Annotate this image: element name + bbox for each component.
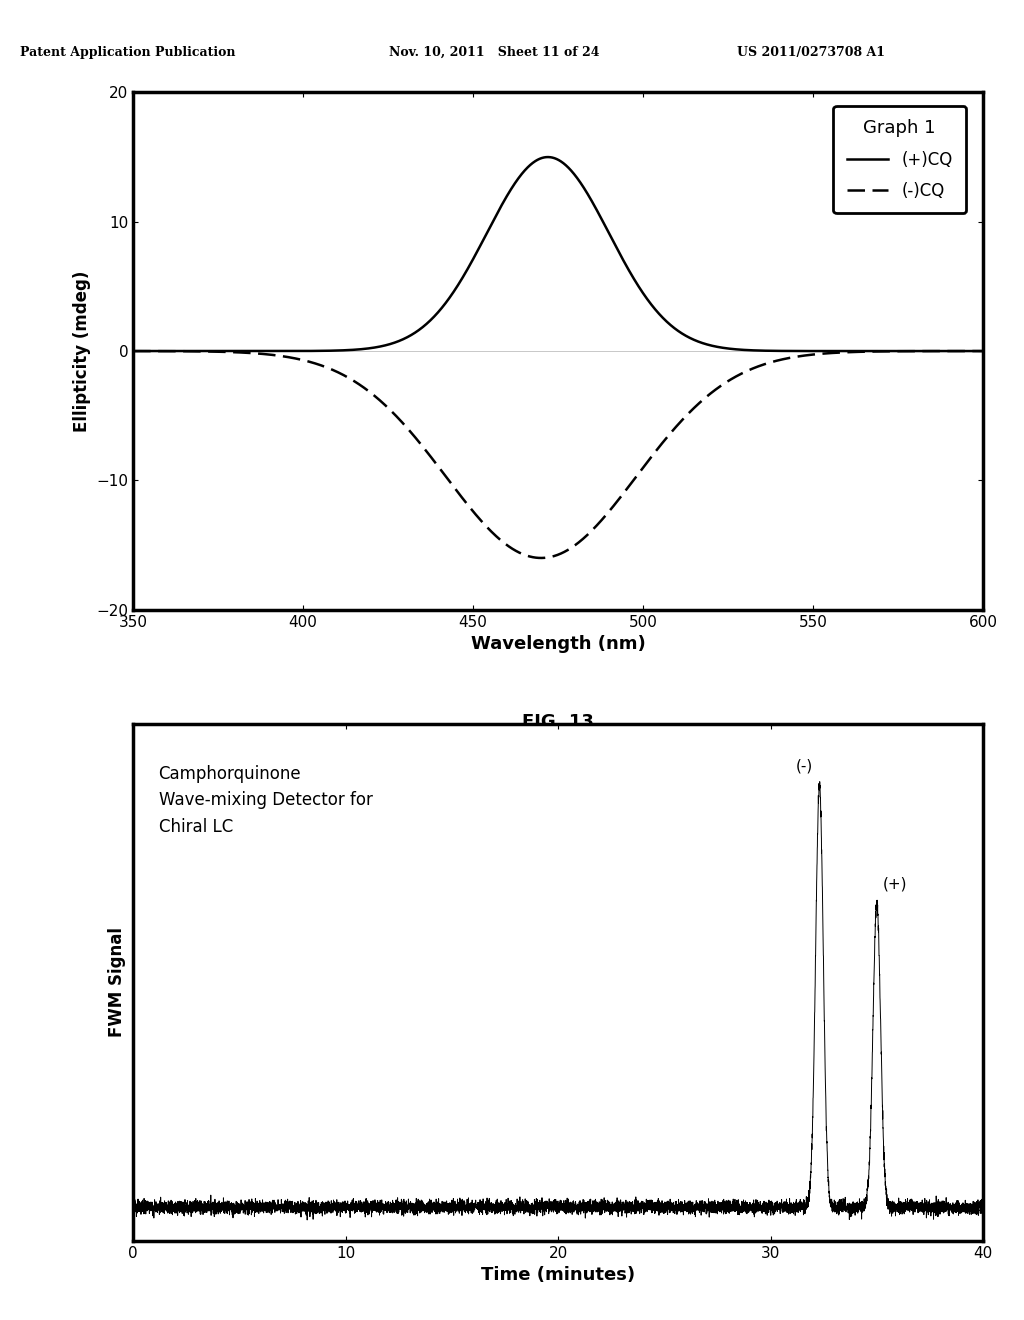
Text: (-): (-) — [796, 759, 813, 774]
Text: Patent Application Publication: Patent Application Publication — [20, 46, 236, 59]
Legend: (+)CQ, (-)CQ: (+)CQ, (-)CQ — [834, 106, 967, 214]
Y-axis label: Ellipticity (mdeg): Ellipticity (mdeg) — [73, 271, 91, 432]
Y-axis label: FWM Signal: FWM Signal — [109, 927, 126, 1038]
Text: Camphorquinone
Wave-mixing Detector for
Chiral LC: Camphorquinone Wave-mixing Detector for … — [159, 764, 373, 836]
Text: Nov. 10, 2011   Sheet 11 of 24: Nov. 10, 2011 Sheet 11 of 24 — [389, 46, 600, 59]
Text: FIG. 13: FIG. 13 — [522, 713, 594, 731]
Text: (+): (+) — [883, 876, 907, 892]
X-axis label: Time (minutes): Time (minutes) — [481, 1266, 635, 1284]
X-axis label: Wavelength (nm): Wavelength (nm) — [471, 635, 645, 653]
Text: US 2011/0273708 A1: US 2011/0273708 A1 — [737, 46, 886, 59]
